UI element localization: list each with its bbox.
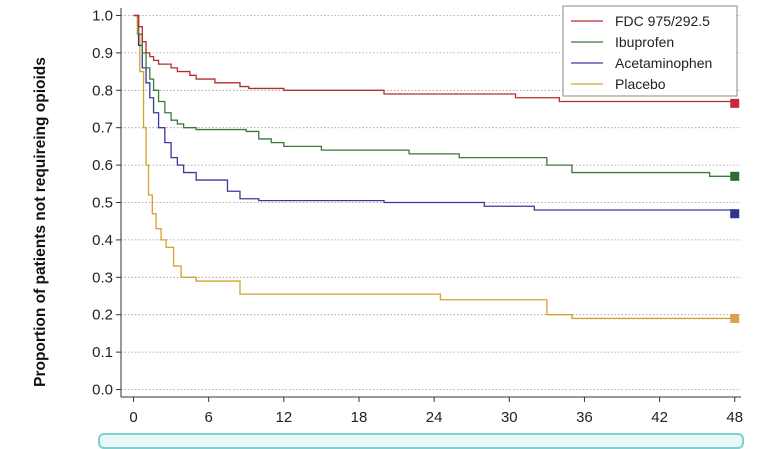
- y-tick-label: 0.8: [92, 82, 113, 99]
- y-tick-label: 0.4: [92, 232, 113, 249]
- series-line-ibuprofen: [133, 14, 735, 177]
- x-tick-label: 18: [351, 409, 368, 426]
- series-lines: [133, 14, 736, 320]
- legend-label: Ibuprofen: [615, 34, 674, 50]
- legend-label: Placebo: [615, 76, 666, 92]
- end-marker-placebo: [730, 313, 740, 323]
- x-tick-label: 36: [576, 409, 593, 426]
- y-tick-label: 0.5: [92, 195, 113, 212]
- end-marker-fdc-975-292-5: [730, 98, 740, 108]
- x-tick-label: 42: [651, 409, 668, 426]
- end-marker-ibuprofen: [730, 171, 740, 181]
- series-line-fdc-975-292-5: [133, 14, 736, 104]
- km-chart: 0.0 0.1 0.2 0.3 0.4 0.5 0.6 0.7 0.8 0.9 1.0 0 6 12 18…: [92, 5, 743, 426]
- x-tick-label: 6: [205, 409, 213, 426]
- y-tick-label: 1.0: [92, 7, 113, 24]
- y-ticks: 0.0 0.1 0.2 0.3 0.4 0.5 0.6 0.7 0.8 0.9 1.0: [92, 7, 121, 399]
- x-tick-label: 12: [275, 409, 292, 426]
- series-line-acetaminophen: [133, 14, 736, 214]
- legend-label: Acetaminophen: [615, 55, 712, 71]
- x-tick-label: 0: [129, 409, 137, 426]
- y-tick-label: 0.1: [92, 344, 113, 361]
- bottom-panel: [98, 433, 744, 449]
- x-tick-label: 48: [726, 409, 743, 426]
- legend-label: FDC 975/292.5: [615, 13, 710, 29]
- y-tick-label: 0.6: [92, 157, 113, 174]
- series-end-markers: [730, 98, 740, 323]
- y-tick-label: 0.7: [92, 120, 113, 137]
- x-tick-label: 30: [501, 409, 518, 426]
- legend: FDC 975/292.5 Ibuprofen Acetaminophen Place…: [562, 5, 738, 97]
- y-tick-label: 0.9: [92, 45, 113, 62]
- y-tick-label: 0.2: [92, 307, 113, 324]
- y-tick-label: 0.0: [92, 382, 113, 399]
- x-ticks: 0 6 12 18 24 30 36 42 48: [129, 397, 743, 426]
- end-marker-acetaminophen: [730, 209, 740, 219]
- x-tick-label: 24: [426, 409, 443, 426]
- y-tick-label: 0.3: [92, 269, 113, 286]
- series-line-placebo: [133, 14, 735, 320]
